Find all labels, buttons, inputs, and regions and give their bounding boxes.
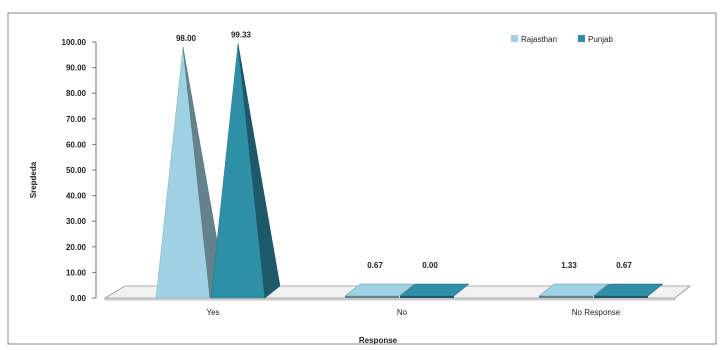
y-tick-label: 80.00 [66,89,87,98]
legend: Rajasthan Punjab [511,35,613,44]
x-tick-label: Yes [206,308,219,317]
data-label: 98.00 [176,34,197,43]
floor-side [674,285,691,299]
legend-swatch-punjab [578,35,585,42]
y-axis-title: Srepdeda [29,161,38,198]
y-tick-label: 100.00 [62,38,87,47]
y-tick-label: 0.00 [70,294,86,303]
chart-border [7,12,717,345]
x-axis-title: Response [359,336,398,345]
bar-side [400,296,454,298]
y-axis: 0.00 10.00 20.00 30.00 40.00 50.00 60.00 70.00 8… [62,38,621,317]
data-labels: 98.00 99.33 0.67 0.00 1.33 0.67 [176,31,632,270]
legend-label-rajasthan: Rajasthan [521,35,557,44]
data-label: 0.67 [616,261,632,270]
bar-series-group [155,43,664,299]
legend-label-punjab: Punjab [588,35,613,44]
x-tick-label: No Response [572,308,621,317]
data-label: 0.67 [367,261,383,270]
data-label: 99.33 [231,31,252,40]
x-tick-label: No [397,308,408,317]
y-tick-label: 70.00 [66,115,87,124]
y-tick-label: 20.00 [66,243,87,252]
y-tick-label: 30.00 [66,217,87,226]
data-label: 1.33 [561,261,577,270]
y-tick-label: 60.00 [66,140,87,149]
floor-edge [104,297,676,301]
legend-swatch-rajasthan [511,35,518,42]
bar-side [594,296,648,298]
y-tick-label: 10.00 [66,268,87,277]
bar-side [539,296,593,298]
y-tick-label: 90.00 [66,64,87,73]
y-tick-label: 50.00 [66,166,87,175]
bar-side [237,43,281,299]
y-tick-label: 40.00 [66,192,87,201]
bar-side [345,296,399,298]
data-label: 0.00 [422,261,438,270]
